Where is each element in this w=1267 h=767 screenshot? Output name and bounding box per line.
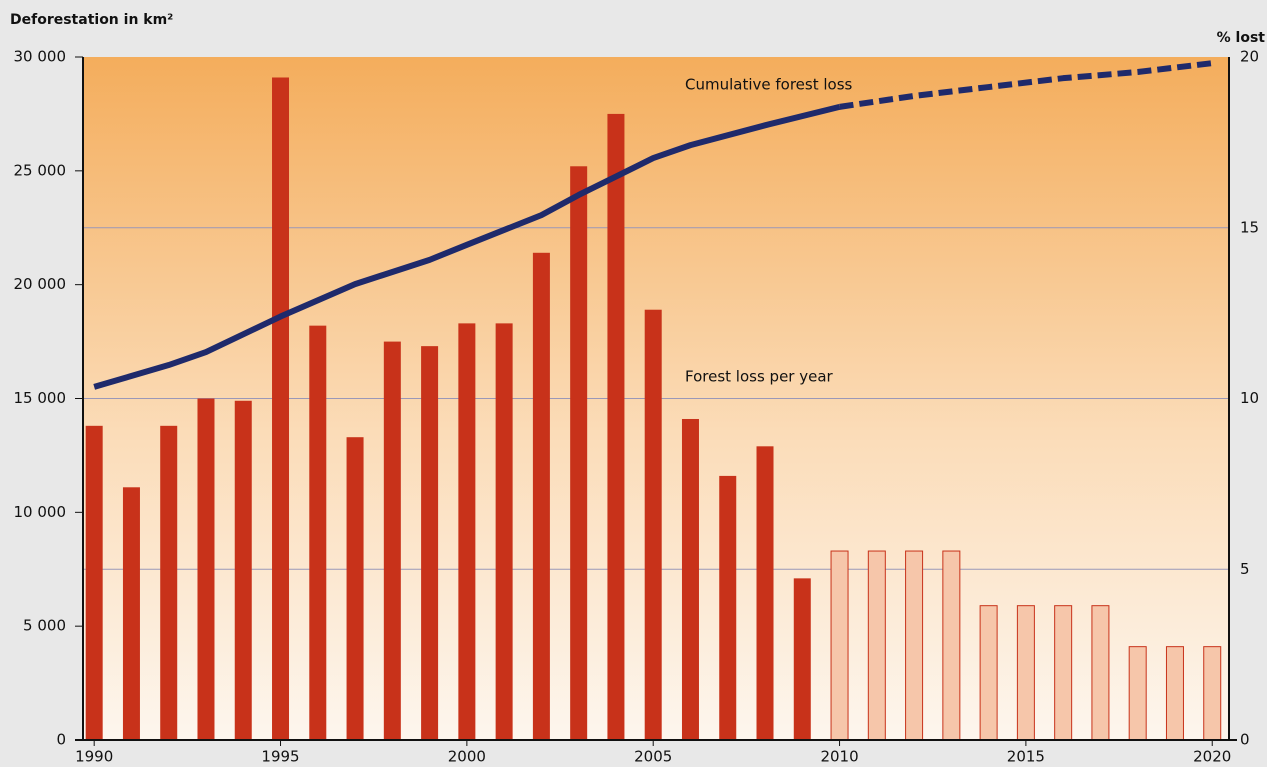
bar [346, 437, 364, 740]
line [93, 103, 841, 390]
y-tick-label: 25 000 [14, 161, 67, 179]
x-tick-label: 2000 [448, 748, 486, 766]
y-tick-label: 20 000 [14, 275, 67, 293]
bar [719, 475, 737, 740]
y2-tick-label: 10 [1240, 389, 1259, 407]
bar [756, 446, 774, 740]
y-tick-label: 5 000 [23, 617, 66, 635]
bar [309, 325, 327, 740]
x-tick-label: 1990 [75, 748, 113, 766]
x-tick-label: 1995 [261, 748, 299, 766]
bar [1128, 646, 1147, 741]
bar [532, 252, 550, 740]
bar [681, 418, 699, 740]
bar [383, 341, 401, 740]
bar [1016, 605, 1035, 741]
annotation: Cumulative forest loss [685, 76, 853, 94]
y-tick-label: 30 000 [14, 48, 67, 66]
bar [1054, 605, 1073, 741]
y-axis-label: Deforestation in km² [10, 12, 173, 28]
y2-tick-label: 15 [1240, 218, 1259, 236]
bar [1091, 605, 1110, 741]
y-tick-label: 0 [56, 731, 66, 749]
y-tick-label: 15 000 [14, 389, 67, 407]
y2-axis-label: % lost [1217, 30, 1266, 46]
bar [867, 550, 886, 741]
bar [272, 77, 290, 741]
y-tick-label: 10 000 [14, 503, 67, 521]
bar [942, 550, 961, 741]
bar [905, 550, 924, 741]
x-tick-label: 2020 [1193, 748, 1231, 766]
bar [793, 578, 811, 740]
bar [85, 425, 103, 740]
bar [234, 400, 252, 740]
y2-tick-label: 20 [1240, 48, 1259, 66]
bar [197, 398, 215, 740]
y2-tick-label: 5 [1240, 560, 1250, 578]
x-tick-label: 2005 [634, 748, 672, 766]
bar [1203, 646, 1222, 741]
bar [644, 309, 662, 740]
annotation: Forest loss per year [685, 368, 834, 386]
bar [421, 346, 439, 740]
x-tick-label: 2015 [1007, 748, 1045, 766]
bar [122, 487, 140, 740]
bar [458, 323, 476, 740]
bar [570, 166, 588, 740]
line-projection [839, 60, 1213, 110]
bar [160, 425, 178, 740]
bar [607, 113, 625, 740]
x-tick-label: 2010 [820, 748, 858, 766]
y2-tick-label: 0 [1240, 731, 1250, 749]
bar [979, 605, 998, 741]
bar [1165, 646, 1184, 741]
bar [830, 550, 849, 741]
bar [495, 323, 513, 740]
